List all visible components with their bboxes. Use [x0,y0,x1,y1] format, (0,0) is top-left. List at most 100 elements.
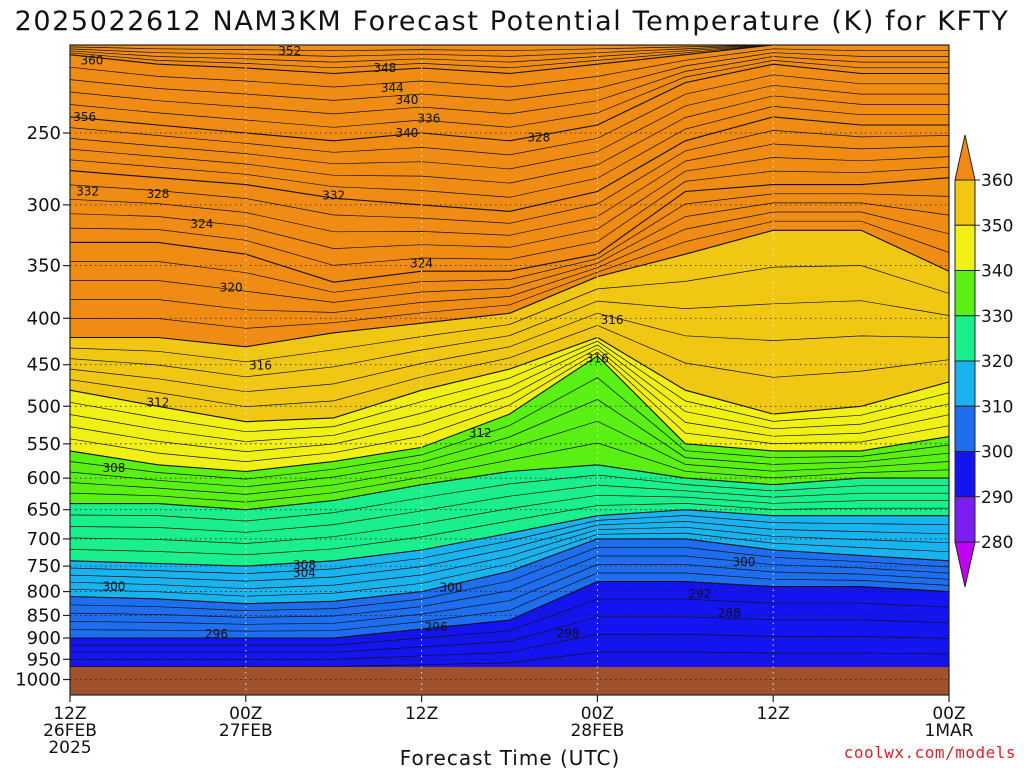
contour-label: 312 [469,426,492,440]
isentrope-line [69,325,950,408]
y-tick-label: 700 [27,529,61,550]
isentrope-line [69,56,949,115]
y-tick-label: 600 [27,468,61,489]
isentrope-line [69,555,950,618]
contour-label: 356 [73,110,96,124]
isentrope-line [69,106,949,198]
contour-label: 308 [102,461,125,475]
colorbar-tick-label: 310 [981,397,1013,417]
isentrope-line [70,634,950,660]
isentrope-line [69,521,950,582]
theta-band [70,45,949,74]
y-tick-label: 450 [27,355,61,376]
potential-temperature-fills [70,45,949,695]
y-tick-label: 750 [27,556,61,577]
x-tick-label: 26FEB [43,721,97,741]
colorbar-tick-label: 330 [981,307,1013,327]
x-tick-label: 2025 [48,738,91,758]
isentrope-line [69,60,949,128]
contour-label: 352 [278,44,301,58]
isentrope-line [69,494,949,544]
contour-label: 324 [190,217,213,231]
colorbar-segment [954,360,976,407]
isentrope-line [69,538,950,605]
isentrope-line [69,344,950,442]
isentrope-line [70,202,950,303]
contour-label: 300 [102,580,125,594]
isentrope-line [69,265,950,363]
isentrope-line [69,532,950,597]
isentrope-line [69,116,949,212]
y-tick-label: 250 [27,123,61,144]
isentrope-line [70,598,950,646]
contour-label: 340 [395,126,418,140]
contour-label: 304 [293,566,316,580]
isentrope-line [70,229,950,348]
contour-label: 296 [425,620,448,634]
contour-label: 332 [76,184,99,198]
isentrope-line [69,130,950,224]
colorbar-tick-label: 350 [981,216,1013,236]
x-tick-label: 27FEB [219,721,273,741]
isentrope-line [69,355,950,473]
isentrope-line [69,547,950,611]
contour-label: 320 [220,281,243,295]
y-tick-label: 850 [27,605,61,626]
isentrope-line [69,442,950,503]
colorbar-segment [954,224,976,271]
isentrope-line [69,526,950,590]
y-tick-label: 800 [27,582,61,603]
contour-label: 316 [586,352,609,366]
isentrope-line [69,399,950,488]
contour-label: 316 [249,359,272,373]
isentrope-line [69,348,950,452]
theta-band [70,64,949,212]
isentrope-line [69,420,950,495]
isentrope-line [70,464,949,511]
contour-label: 360 [81,53,104,67]
isentrope-line [69,74,949,156]
colorbar-segment [954,496,976,543]
chart-title: 2025022612 NAM3KM Forecast Potential Tem… [15,6,1010,37]
theta-band [70,177,949,347]
y-tick-label: 1000 [15,670,61,691]
colorbar-top-arrow [954,134,976,181]
theta-band [70,355,949,510]
x-tick-label: 28FEB [570,721,624,741]
x-tick-label: 12Z [53,704,86,724]
contour-label: 316 [601,313,624,327]
colorbar-tick-label: 290 [981,488,1013,508]
x-tick-label: 12Z [757,704,790,724]
x-tick-label: 00Z [229,704,262,724]
x-tick-label: 1MAR [925,721,974,741]
ground-layer [70,667,949,695]
colorbar-segment [954,270,976,317]
isentrope-line [69,84,949,170]
contour-label: 348 [374,61,397,75]
isentrope-line [69,166,950,266]
contour-label: 298 [557,627,580,641]
colorbar-segment [954,451,976,498]
isentrope-line [69,351,950,462]
y-tick-label: 650 [27,500,61,521]
isentrope-line [69,509,949,567]
y-tick-label: 950 [27,649,61,670]
contour-label: 336 [417,112,440,126]
isentrope-line [70,616,950,653]
y-tick-label: 550 [27,434,61,455]
colorbar-tick-label: 340 [981,262,1013,282]
credit-text: coolwx.com/models [844,743,1016,762]
y-tick-label: 400 [27,308,61,329]
contour-label: 296 [205,627,228,641]
contour-label: 308 [293,558,316,572]
isentrope-line [69,564,950,625]
contour-label: 300 [439,581,462,595]
colorbar-bottom-arrow [954,541,976,588]
x-tick-label: 12Z [405,704,438,724]
isentrope-line [70,220,950,329]
isentrope-line [69,143,950,236]
contour-label: 292 [688,587,711,601]
isentrope-line [69,340,950,433]
